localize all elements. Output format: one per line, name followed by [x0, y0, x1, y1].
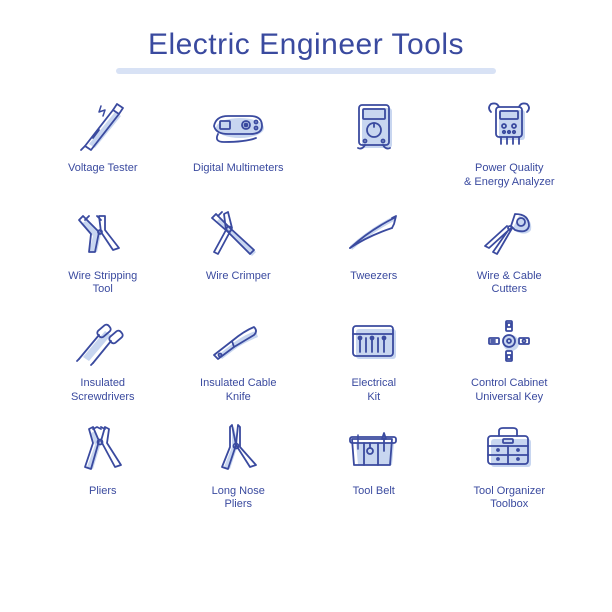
insulated-screwdrivers-icon: [68, 311, 138, 371]
item-multimeter-device: [311, 96, 437, 190]
control-cabinet-key-icon: [474, 311, 544, 371]
label: Electrical Kit: [351, 377, 396, 405]
label: Insulated Screwdrivers: [71, 377, 135, 405]
item-long-nose-pliers: Long Nose Pliers: [176, 419, 302, 513]
tools-grid: Voltage Tester Digital Multimeters: [40, 96, 572, 512]
item-tweezers: Tweezers: [311, 204, 437, 298]
item-control-cabinet-key: Control Cabinet Universal Key: [447, 311, 573, 405]
item-tool-belt: Tool Belt: [311, 419, 437, 513]
wire-crimper-icon: [203, 204, 273, 264]
label: Long Nose Pliers: [212, 485, 265, 513]
item-electrical-kit: Electrical Kit: [311, 311, 437, 405]
item-insulated-screwdrivers: Insulated Screwdrivers: [40, 311, 166, 405]
pliers-icon: [68, 419, 138, 479]
label: Digital Multimeters: [193, 162, 283, 176]
voltage-tester-icon: [68, 96, 138, 156]
title-underline: [116, 68, 496, 74]
tool-belt-icon: [339, 419, 409, 479]
item-digital-multimeters: Digital Multimeters: [176, 96, 302, 190]
label: Power Quality & Energy Analyzer: [464, 162, 555, 190]
label: Pliers: [89, 485, 117, 499]
multimeter-device-icon: [339, 96, 409, 156]
label: Tool Belt: [353, 485, 395, 499]
label: Wire Crimper: [206, 270, 271, 284]
power-quality-analyzer-icon: [474, 96, 544, 156]
label: Tool Organizer Toolbox: [473, 485, 545, 513]
digital-multimeters-icon: [203, 96, 273, 156]
label: Voltage Tester: [68, 162, 138, 176]
label: Wire & Cable Cutters: [477, 270, 542, 298]
page-title: Electric Engineer Tools: [40, 28, 572, 62]
electrical-kit-icon: [339, 311, 409, 371]
tweezers-icon: [339, 204, 409, 264]
item-insulated-cable-knife: Insulated Cable Knife: [176, 311, 302, 405]
label: Control Cabinet Universal Key: [471, 377, 547, 405]
item-power-quality-analyzer: Power Quality & Energy Analyzer: [447, 96, 573, 190]
item-wire-stripping-tool: Wire Stripping Tool: [40, 204, 166, 298]
insulated-cable-knife-icon: [203, 311, 273, 371]
tool-organizer-toolbox-icon: [474, 419, 544, 479]
item-pliers: Pliers: [40, 419, 166, 513]
wire-stripping-tool-icon: [68, 204, 138, 264]
item-tool-organizer-toolbox: Tool Organizer Toolbox: [447, 419, 573, 513]
item-wire-cable-cutters: Wire & Cable Cutters: [447, 204, 573, 298]
item-voltage-tester: Voltage Tester: [40, 96, 166, 190]
item-wire-crimper: Wire Crimper: [176, 204, 302, 298]
label: Insulated Cable Knife: [200, 377, 276, 405]
long-nose-pliers-icon: [203, 419, 273, 479]
label: Tweezers: [350, 270, 397, 284]
label: Wire Stripping Tool: [68, 270, 137, 298]
wire-cable-cutters-icon: [474, 204, 544, 264]
